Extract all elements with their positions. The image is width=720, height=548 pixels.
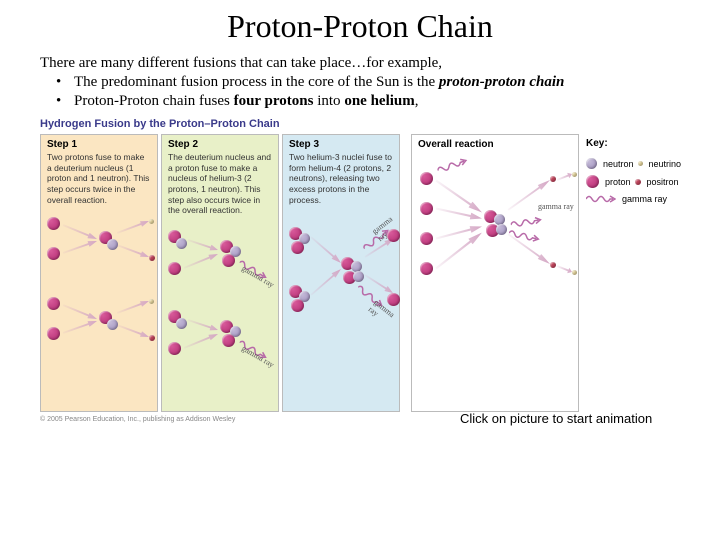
- intro-text: There are many different fusions that ca…: [40, 55, 680, 72]
- proton: [168, 342, 181, 355]
- proton: [291, 241, 304, 254]
- proton: [47, 297, 60, 310]
- proton: [420, 202, 433, 215]
- bullet-2-mid: into: [313, 93, 344, 109]
- panel-step1: Step 1Two protons fuse to make a deuteri…: [40, 134, 158, 412]
- arrow: [116, 298, 150, 316]
- neutrino: [572, 270, 577, 275]
- arrow: [116, 242, 150, 260]
- neutrino: [149, 219, 154, 224]
- gamma-ray-icon: [436, 155, 469, 175]
- proton: [222, 254, 235, 267]
- legend: Key:neutronneutrinoprotonpositrongamma r…: [582, 134, 677, 412]
- arrow: [309, 235, 343, 266]
- proton: [222, 334, 235, 347]
- neutrino: [149, 299, 154, 304]
- proton: [47, 217, 60, 230]
- diagram-figure[interactable]: Hydrogen Fusion by the Proton–Proton Cha…: [40, 118, 700, 428]
- proton: [47, 247, 60, 260]
- arrow: [434, 229, 484, 271]
- arrow: [62, 318, 98, 336]
- bullet-2-b1: four protons: [234, 93, 314, 109]
- arrow: [183, 251, 219, 271]
- neutron: [176, 318, 187, 329]
- panel-art: [41, 209, 157, 369]
- proton: [420, 232, 433, 245]
- page-title: Proton-Proton Chain: [0, 8, 720, 45]
- positron: [550, 176, 556, 182]
- bullet-2: Proton-Proton chain fuses four protons i…: [56, 93, 680, 110]
- diagram-panels: Step 1Two protons fuse to make a deuteri…: [40, 134, 700, 412]
- arrow: [556, 171, 573, 183]
- panel-step2: Step 2The deuterium nucleus and a proton…: [161, 134, 279, 412]
- positron: [149, 255, 155, 261]
- bullet-list: The predominant fusion process in the co…: [56, 74, 680, 110]
- arrow: [62, 238, 98, 256]
- bullet-1: The predominant fusion process in the co…: [56, 74, 680, 91]
- panel-body: The deuterium nucleus and a proton fuse …: [162, 152, 278, 220]
- key-positron: positron: [631, 172, 679, 191]
- key-gamma: gamma ray: [582, 191, 677, 207]
- panel-step3: Step 3Two helium-3 nuclei fuse to form h…: [282, 134, 400, 412]
- proton: [420, 262, 433, 275]
- proton: [47, 327, 60, 340]
- arrow: [309, 267, 343, 298]
- neutron: [176, 238, 187, 249]
- bullet-2-pre: Proton-Proton chain fuses: [74, 93, 234, 109]
- arrow: [116, 322, 150, 340]
- gamma-ray-icon: [508, 228, 541, 244]
- arrow: [187, 237, 219, 253]
- arrow: [187, 317, 219, 333]
- panel-head: Step 2: [162, 135, 278, 152]
- panel-art: gamma ray: [412, 152, 578, 382]
- panel-overall: Overall reaction gamma ray: [411, 134, 579, 412]
- neutron: [353, 271, 364, 282]
- proton: [291, 299, 304, 312]
- bullet-2-b2: one helium: [344, 93, 414, 109]
- diagram-title: Hydrogen Fusion by the Proton–Proton Cha…: [40, 118, 700, 130]
- arrow: [62, 302, 98, 322]
- gamma-label: gamma ray: [538, 202, 574, 211]
- bullet-1-pre: The predominant fusion process in the co…: [74, 74, 439, 90]
- animation-caption: Click on picture to start animation: [460, 411, 652, 426]
- gamma-ray-icon: [510, 214, 543, 229]
- neutron: [496, 224, 507, 235]
- arrow: [183, 331, 219, 351]
- key-neutron: neutron: [582, 155, 634, 172]
- legend-title: Key:: [582, 134, 677, 155]
- key-proton: proton: [582, 172, 631, 191]
- panel-head: Step 1: [41, 135, 157, 152]
- positron: [149, 335, 155, 341]
- bullet-2-post: ,: [415, 93, 419, 109]
- neutron: [107, 239, 118, 250]
- panel-head: Step 3: [283, 135, 399, 152]
- bullet-1-em: proton-proton chain: [439, 74, 564, 90]
- arrow: [116, 218, 150, 236]
- panel-body: Two helium-3 nuclei fuse to form helium-…: [283, 152, 399, 209]
- neutron: [107, 319, 118, 330]
- panel-art: gamma raygamma ray: [162, 220, 278, 380]
- proton: [168, 262, 181, 275]
- arrow: [62, 222, 98, 242]
- panel-body: Two protons fuse to make a deuterium nuc…: [41, 152, 157, 209]
- proton: [420, 172, 433, 185]
- proton: [387, 293, 400, 306]
- panel-head: Overall reaction: [412, 135, 578, 152]
- key-neutrino: neutrino: [634, 155, 682, 172]
- arrow: [556, 263, 573, 275]
- neutrino: [572, 172, 577, 177]
- panel-art: gamma raygamma ray: [283, 209, 399, 369]
- positron: [550, 262, 556, 268]
